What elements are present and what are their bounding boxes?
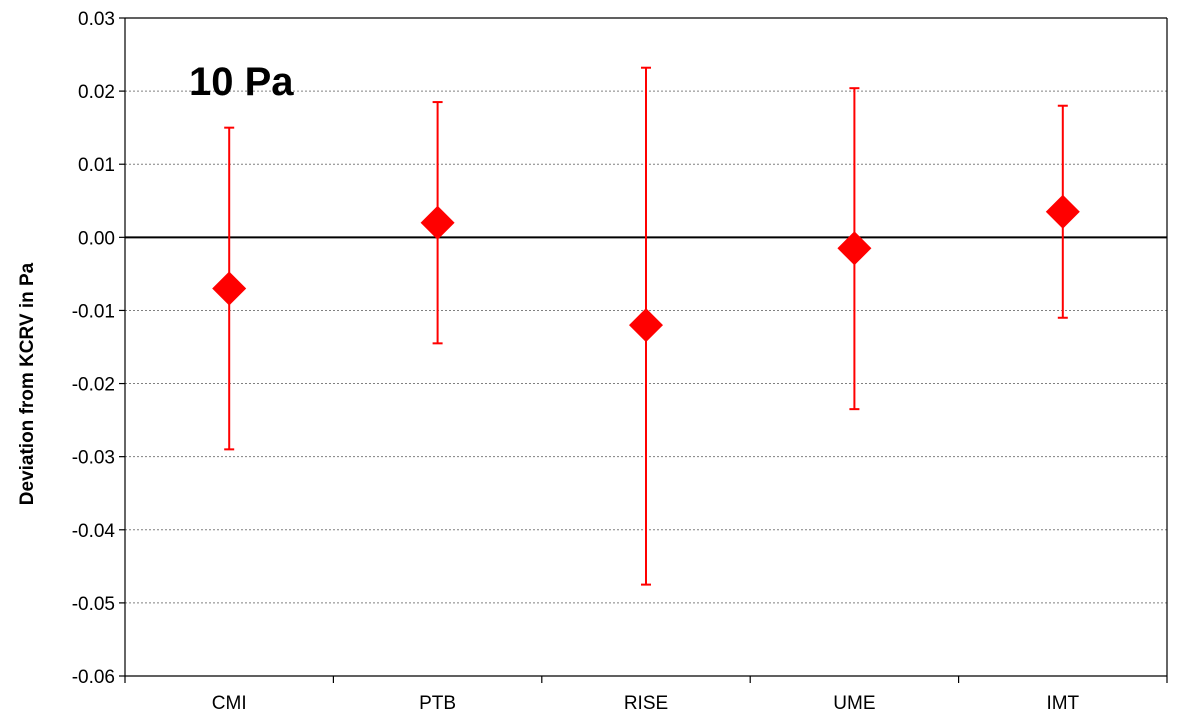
y-tick-label: 0.01	[78, 155, 115, 176]
data-point-cmi	[212, 271, 247, 306]
y-tick-label: 0.02	[78, 82, 115, 103]
x-tick-label: CMI	[212, 693, 247, 714]
y-tick-label: -0.05	[72, 594, 115, 615]
data-point-ptb	[420, 205, 455, 240]
x-tick-label: UME	[833, 693, 875, 714]
y-tick-label: -0.04	[72, 521, 116, 542]
data-point-rise	[629, 308, 663, 343]
y-tick-label: -0.02	[72, 375, 115, 396]
axes	[119, 17, 1168, 683]
y-tick-label: -0.06	[72, 667, 115, 688]
x-tick-label: PTB	[419, 693, 456, 714]
data-point-imt	[1045, 194, 1080, 229]
y-tick-label: 0.00	[78, 228, 115, 249]
labels: -0.06 -0.05 -0.04 -0.03 -0.02 -0.01 0.00 0.01 0.…	[72, 9, 1080, 714]
y-tick-label: -0.03	[72, 448, 115, 469]
y-tick-label: -0.01	[72, 301, 115, 322]
x-tick-label: RISE	[624, 693, 668, 714]
y-axis-label: Deviation from KCRV in Pa	[17, 262, 38, 505]
x-tick-label: IMT	[1046, 693, 1079, 714]
pressure-annotation: 10 Pa	[189, 60, 294, 104]
data-point-ume	[837, 231, 872, 266]
y-tick-label: 0.03	[78, 9, 115, 30]
data-marks	[212, 66, 1080, 586]
